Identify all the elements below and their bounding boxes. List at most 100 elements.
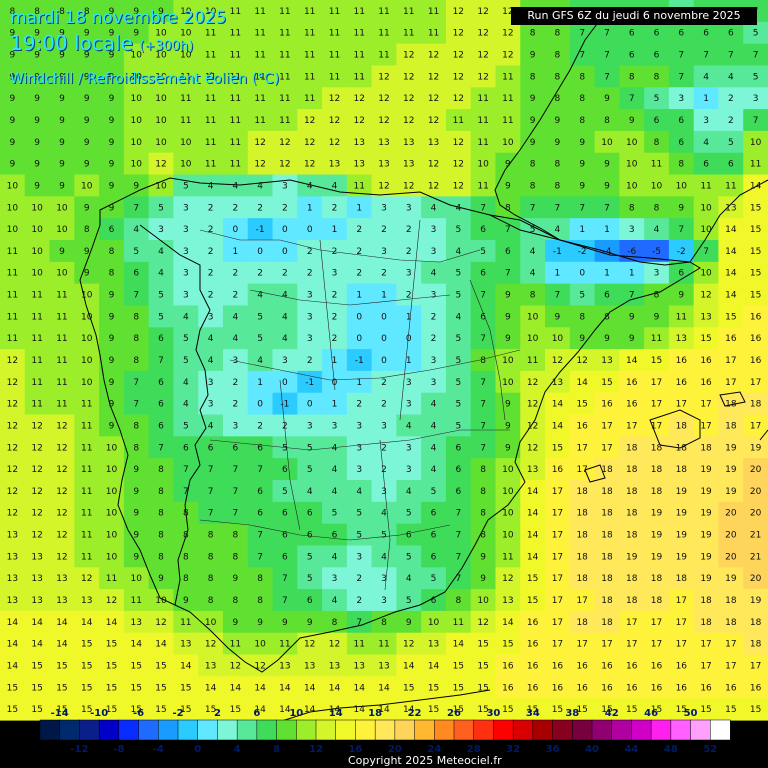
field-cell bbox=[644, 676, 670, 699]
grid-value: 18 bbox=[626, 596, 638, 606]
grid-value: 11 bbox=[453, 116, 464, 126]
field-cell bbox=[123, 0, 150, 23]
field-cell bbox=[396, 545, 422, 568]
grid-value: 6 bbox=[431, 552, 437, 562]
grid-value: 6 bbox=[208, 443, 214, 453]
field-cell bbox=[693, 349, 720, 372]
grid-value: 2 bbox=[356, 596, 362, 606]
field-cell bbox=[421, 43, 447, 67]
legend-swatch bbox=[59, 719, 80, 741]
legend-tick-label: 24 bbox=[427, 744, 441, 755]
grid-value: 10 bbox=[106, 487, 118, 497]
grid-value: 9 bbox=[232, 618, 238, 628]
grid-value: 16 bbox=[502, 683, 514, 693]
field-cell bbox=[346, 458, 373, 481]
field-cell bbox=[470, 610, 497, 634]
field-cell bbox=[371, 240, 397, 263]
grid-value: 9 bbox=[530, 116, 536, 126]
field-cell bbox=[421, 501, 447, 525]
legend-swatch bbox=[394, 719, 416, 741]
grid-value: 6 bbox=[678, 29, 684, 39]
field-cell bbox=[644, 654, 670, 677]
field-cell bbox=[569, 501, 596, 525]
legend-tick-label: 2 bbox=[214, 708, 221, 719]
grid-value: 3 bbox=[282, 181, 288, 191]
field-cell bbox=[272, 545, 298, 568]
grid-value: 12 bbox=[477, 51, 488, 61]
grid-value: 10 bbox=[31, 225, 43, 235]
grid-value: 2 bbox=[232, 291, 238, 301]
field-cell bbox=[123, 610, 150, 634]
forecast-hour: 19:00 locale bbox=[10, 31, 133, 55]
grid-value: 9 bbox=[505, 312, 511, 322]
field-cell bbox=[99, 610, 125, 634]
field-cell bbox=[198, 414, 224, 437]
field-cell bbox=[0, 414, 26, 437]
grid-value: 11 bbox=[205, 94, 216, 104]
field-cell bbox=[470, 87, 497, 110]
field-cell bbox=[272, 370, 298, 394]
field-cell bbox=[569, 261, 596, 285]
field-cell bbox=[346, 109, 373, 132]
grid-value: 15 bbox=[750, 225, 761, 235]
grid-value: 3 bbox=[332, 269, 338, 279]
grid-value: 4 bbox=[332, 443, 338, 453]
grid-value: 19 bbox=[676, 552, 688, 562]
field-cell bbox=[495, 174, 521, 197]
field-cell bbox=[569, 480, 596, 503]
field-cell bbox=[222, 567, 249, 590]
field-cell bbox=[569, 458, 596, 481]
field-cell bbox=[470, 174, 497, 197]
field-cell bbox=[371, 43, 397, 67]
field-cell bbox=[520, 458, 546, 481]
grid-value: 15 bbox=[403, 683, 414, 693]
field-cell bbox=[470, 414, 497, 437]
field-cell bbox=[49, 261, 75, 285]
legend-tick-label: 36 bbox=[546, 744, 560, 755]
grid-value: 10 bbox=[31, 269, 43, 279]
grid-value: 10 bbox=[81, 334, 93, 344]
field-cell bbox=[693, 21, 720, 45]
field-cell bbox=[74, 87, 100, 110]
grid-value: 3 bbox=[208, 312, 214, 322]
grid-value: 13 bbox=[354, 160, 365, 170]
grid-value: 2 bbox=[208, 291, 214, 301]
grid-value: 12 bbox=[329, 94, 340, 104]
field-cell bbox=[421, 349, 447, 372]
grid-value: 17 bbox=[725, 661, 736, 671]
grid-value: 4 bbox=[282, 291, 288, 301]
field-cell bbox=[49, 174, 75, 197]
field-cell bbox=[322, 65, 348, 88]
field-cell bbox=[0, 545, 26, 568]
field-cell bbox=[74, 109, 100, 132]
field-cell bbox=[99, 589, 125, 612]
field-cell bbox=[743, 174, 768, 197]
grid-value: 16 bbox=[626, 683, 638, 693]
field-cell bbox=[421, 240, 447, 263]
grid-value: 4 bbox=[530, 269, 536, 279]
grid-value: 7 bbox=[678, 51, 684, 61]
field-cell bbox=[495, 436, 521, 459]
grid-value: 3 bbox=[753, 94, 759, 104]
grid-value: 19 bbox=[725, 487, 737, 497]
grid-value: 12 bbox=[453, 94, 464, 104]
field-cell bbox=[644, 305, 670, 328]
grid-value: 9 bbox=[59, 29, 65, 39]
grid-value: 3 bbox=[431, 356, 437, 366]
field-cell bbox=[24, 436, 51, 459]
grid-value: 14 bbox=[527, 487, 539, 497]
grid-value: 9 bbox=[505, 421, 511, 431]
grid-value: 7 bbox=[604, 29, 610, 39]
field-cell bbox=[24, 610, 51, 634]
field-cell bbox=[49, 87, 75, 110]
field-cell bbox=[396, 240, 422, 263]
field-cell bbox=[99, 240, 125, 263]
field-cell bbox=[297, 370, 323, 394]
grid-value: 8 bbox=[208, 574, 214, 584]
grid-value: 9 bbox=[109, 160, 115, 170]
field-cell bbox=[346, 676, 373, 699]
field-cell bbox=[495, 414, 521, 437]
grid-value: 3 bbox=[406, 378, 412, 388]
grid-value: 3 bbox=[406, 465, 412, 475]
field-cell bbox=[445, 43, 472, 67]
